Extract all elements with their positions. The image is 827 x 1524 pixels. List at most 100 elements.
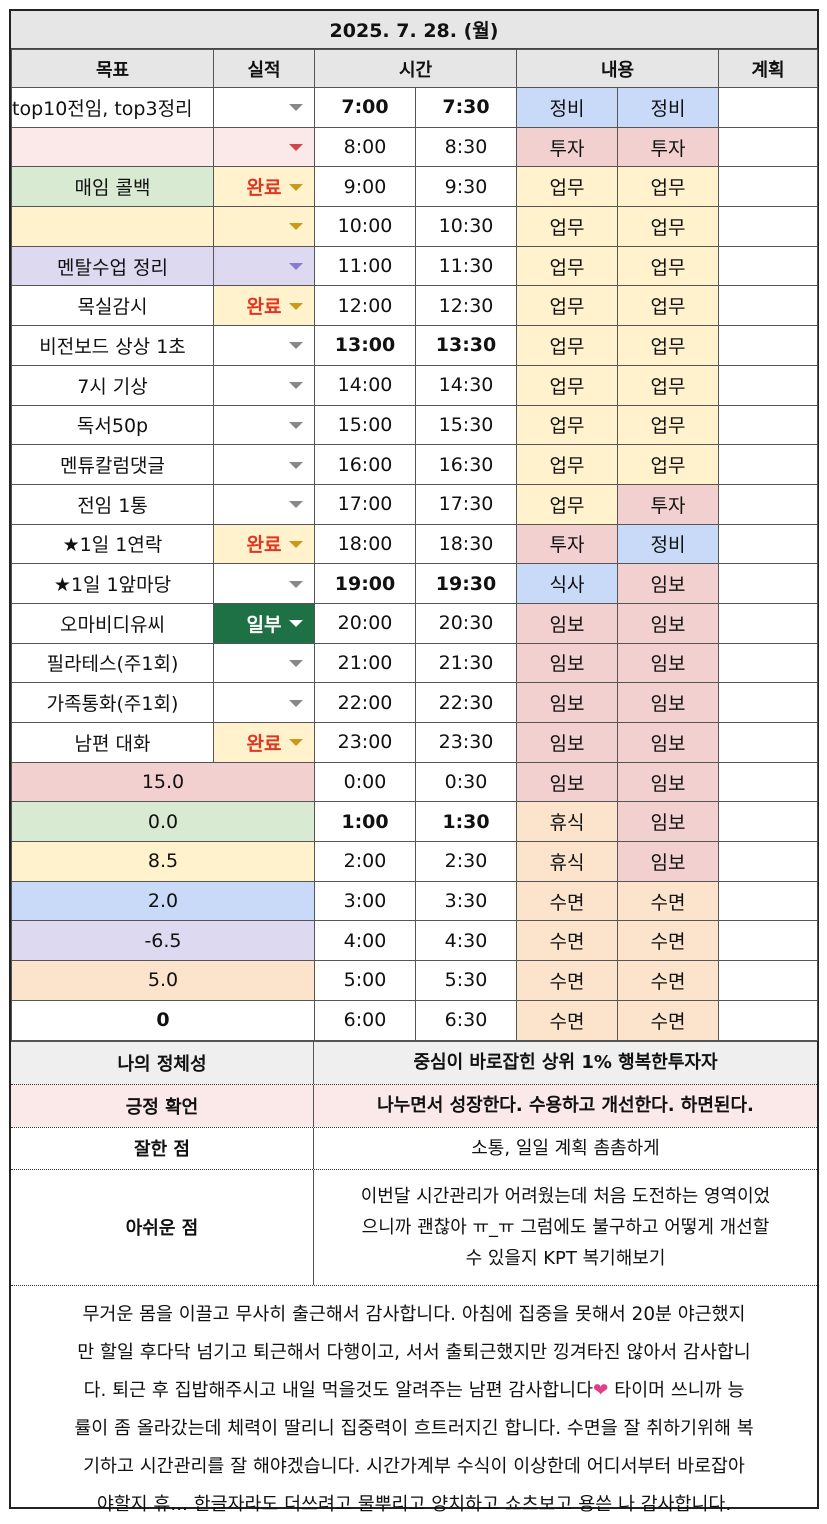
dropdown-arrow-icon[interactable] — [289, 659, 303, 667]
goal-cell[interactable]: 가족통화(주1회) — [11, 682, 214, 723]
result-dropdown[interactable] — [213, 87, 315, 128]
plan-cell[interactable] — [718, 325, 818, 366]
plan-cell[interactable] — [718, 364, 818, 406]
content-second-half[interactable]: 임보 — [617, 642, 719, 684]
plan-cell[interactable] — [718, 563, 818, 604]
content-first-half[interactable]: 휴식 — [516, 841, 618, 882]
dropdown-arrow-icon[interactable] — [289, 183, 303, 191]
goal-cell[interactable]: 비전보드 상상 1초 — [11, 325, 214, 366]
dropdown-arrow-icon[interactable] — [289, 382, 303, 390]
plan-cell[interactable] — [718, 960, 818, 1001]
content-second-half[interactable]: 수면 — [617, 880, 719, 922]
content-second-half[interactable]: 투자 — [617, 483, 719, 525]
result-dropdown[interactable] — [213, 364, 315, 406]
goal-cell[interactable]: 남편 대화 — [11, 722, 214, 763]
plan-cell[interactable] — [718, 245, 818, 287]
content-first-half[interactable]: 임보 — [516, 642, 618, 684]
goal-cell[interactable]: 오마비디유씨 — [11, 602, 214, 644]
plan-cell[interactable] — [718, 602, 818, 644]
dropdown-arrow-icon[interactable] — [289, 540, 303, 548]
goal-cell[interactable]: 전임 1통 — [11, 483, 214, 525]
goal-cell[interactable] — [11, 126, 214, 168]
dropdown-arrow-icon[interactable] — [289, 302, 303, 310]
dropdown-arrow-icon[interactable] — [289, 144, 303, 152]
content-first-half[interactable]: 투자 — [516, 523, 618, 565]
content-first-half[interactable]: 수면 — [516, 960, 618, 1001]
content-first-half[interactable]: 임보 — [516, 602, 618, 644]
content-second-half[interactable]: 업무 — [617, 444, 719, 485]
goal-cell[interactable]: 독서50p — [11, 404, 214, 446]
plan-cell[interactable] — [718, 87, 818, 128]
content-first-half[interactable]: 식사 — [516, 563, 618, 604]
goal-cell[interactable]: 멘탈수업 정리 — [11, 245, 214, 287]
content-second-half[interactable]: 업무 — [617, 166, 719, 208]
content-first-half[interactable]: 임보 — [516, 761, 618, 803]
plan-cell[interactable] — [718, 444, 818, 485]
plan-cell[interactable] — [718, 682, 818, 723]
plan-cell[interactable] — [718, 642, 818, 684]
result-dropdown[interactable] — [213, 642, 315, 684]
content-first-half[interactable]: 임보 — [516, 722, 618, 763]
plan-cell[interactable] — [718, 404, 818, 446]
plan-cell[interactable] — [718, 523, 818, 565]
plan-cell[interactable] — [718, 722, 818, 763]
content-first-half[interactable]: 업무 — [516, 285, 618, 327]
result-dropdown[interactable] — [213, 206, 315, 247]
result-dropdown[interactable] — [213, 682, 315, 723]
content-second-half[interactable]: 업무 — [617, 206, 719, 247]
dropdown-arrow-icon[interactable] — [289, 501, 303, 509]
result-dropdown[interactable] — [213, 245, 315, 287]
dropdown-arrow-icon[interactable] — [289, 342, 303, 350]
goal-cell[interactable]: 목실감시 — [11, 285, 214, 327]
result-dropdown[interactable]: 일부 — [213, 602, 315, 644]
content-second-half[interactable]: 임보 — [617, 801, 719, 843]
dropdown-arrow-icon[interactable] — [289, 699, 303, 707]
goal-cell[interactable]: ★1일 1앞마당 — [11, 563, 214, 604]
dropdown-arrow-icon[interactable] — [289, 421, 303, 429]
content-first-half[interactable]: 정비 — [516, 87, 618, 128]
plan-cell[interactable] — [718, 761, 818, 803]
content-first-half[interactable]: 업무 — [516, 483, 618, 525]
content-first-half[interactable]: 투자 — [516, 126, 618, 168]
content-first-half[interactable]: 업무 — [516, 325, 618, 366]
content-first-half[interactable]: 임보 — [516, 682, 618, 723]
goal-cell[interactable]: top10전임, top3정리 — [11, 87, 214, 128]
content-second-half[interactable]: 업무 — [617, 404, 719, 446]
content-first-half[interactable]: 업무 — [516, 364, 618, 406]
result-dropdown[interactable] — [213, 325, 315, 366]
content-second-half[interactable]: 정비 — [617, 523, 719, 565]
goal-cell[interactable]: 매임 콜백 — [11, 166, 214, 208]
content-second-half[interactable]: 수면 — [617, 999, 719, 1041]
content-second-half[interactable]: 업무 — [617, 325, 719, 366]
result-dropdown[interactable]: 완료 — [213, 523, 315, 565]
result-dropdown[interactable] — [213, 404, 315, 446]
content-second-half[interactable]: 임보 — [617, 682, 719, 723]
content-second-half[interactable]: 수면 — [617, 960, 719, 1001]
content-first-half[interactable]: 수면 — [516, 880, 618, 922]
goal-cell[interactable]: 필라테스(주1회) — [11, 642, 214, 684]
result-dropdown[interactable]: 완료 — [213, 722, 315, 763]
plan-cell[interactable] — [718, 285, 818, 327]
goal-cell[interactable]: 멘튜칼럼댓글 — [11, 444, 214, 485]
result-dropdown[interactable]: 완료 — [213, 285, 315, 327]
plan-cell[interactable] — [718, 880, 818, 922]
dropdown-arrow-icon[interactable] — [289, 580, 303, 588]
dropdown-arrow-icon[interactable] — [289, 620, 303, 628]
dropdown-arrow-icon[interactable] — [289, 104, 303, 112]
content-second-half[interactable]: 임보 — [617, 563, 719, 604]
plan-cell[interactable] — [718, 801, 818, 843]
content-first-half[interactable]: 수면 — [516, 920, 618, 962]
goal-cell[interactable] — [11, 206, 214, 247]
plan-cell[interactable] — [718, 483, 818, 525]
content-first-half[interactable]: 업무 — [516, 404, 618, 446]
dropdown-arrow-icon[interactable] — [289, 263, 303, 271]
result-dropdown[interactable]: 완료 — [213, 166, 315, 208]
plan-cell[interactable] — [718, 999, 818, 1041]
plan-cell[interactable] — [718, 920, 818, 962]
result-dropdown[interactable] — [213, 126, 315, 168]
result-dropdown[interactable] — [213, 483, 315, 525]
content-second-half[interactable]: 업무 — [617, 245, 719, 287]
content-second-half[interactable]: 임보 — [617, 841, 719, 882]
content-first-half[interactable]: 휴식 — [516, 801, 618, 843]
content-second-half[interactable]: 임보 — [617, 602, 719, 644]
